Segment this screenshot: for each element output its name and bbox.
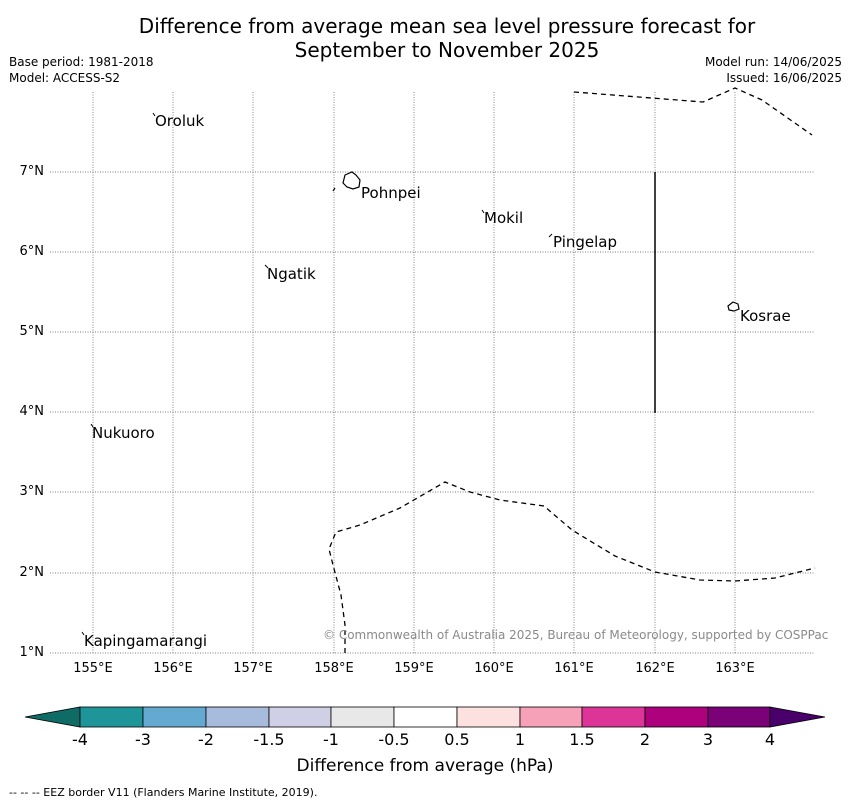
colorbar-bin-2 (142, 706, 207, 728)
colorbar-bin-3 (205, 706, 270, 728)
lat-label-5: 5°N (19, 324, 45, 339)
colorbar-high-extension (769, 706, 826, 728)
lat-label-4: 4°N (19, 404, 45, 419)
colorbar-bin-10 (644, 706, 709, 728)
lat-label-7: 7°N (19, 164, 45, 179)
place-ngatik: Ngatik (267, 265, 316, 283)
colorbar-tick: 0.5 (444, 730, 470, 749)
gridlines (50, 92, 815, 654)
kapingamarangi-atoll (81, 631, 85, 636)
ant-atoll (332, 187, 336, 192)
issued-text: Issued: 16/06/2025 (726, 71, 842, 85)
colorbar-tick: 2 (639, 730, 651, 749)
colorbar-tick: -3 (135, 730, 151, 749)
colorbar-tick: 1.5 (569, 730, 595, 749)
kosrae-island (727, 301, 740, 312)
lon-label-159: 159°E (394, 661, 434, 676)
lat-label-6: 6°N (19, 244, 45, 259)
colorbar-low-extension (24, 706, 81, 728)
model-run-text: Model run: 14/06/2025 (704, 55, 842, 69)
colorbar-bin-7 (456, 706, 521, 728)
colorbar-bin-1 (79, 706, 144, 728)
colorbar-tick: -1 (323, 730, 339, 749)
pingelap-atoll (548, 233, 553, 238)
meta-left: Base period: 1981-2018 Model: ACCESS-S2 (9, 54, 154, 86)
place-kosrae: Kosrae (740, 307, 791, 325)
colorbar-tick: 4 (764, 730, 776, 749)
lon-label-163: 163°E (715, 661, 755, 676)
meta-right: Model run: 14/06/2025 Issued: 16/06/2025 (705, 54, 842, 86)
eez-legend-footer: -- -- -- EEZ border V11 (Flanders Marine… (9, 786, 318, 799)
title-line-2: September to November 2025 (294, 38, 600, 62)
place-mokil: Mokil (484, 209, 524, 227)
atoll-marks (81, 112, 553, 636)
colorbar-bin-9 (581, 706, 646, 728)
ngatik-atoll (264, 264, 269, 269)
colorbar-tick: -0.5 (378, 730, 410, 749)
colorbar-bin-5 (330, 706, 395, 728)
model-text: Model: ACCESS-S2 (9, 71, 121, 85)
place-oroluk: Oroluk (155, 112, 205, 130)
pohnpei-island (342, 171, 361, 190)
place-nukuoro: Nukuoro (92, 424, 155, 442)
lon-label-156: 156°E (153, 661, 193, 676)
lat-label-3: 3°N (19, 484, 45, 499)
lon-label-162: 162°E (635, 661, 675, 676)
lat-label-2: 2°N (19, 565, 45, 580)
lat-label-1: 1°N (19, 645, 45, 660)
eez-border-south (328, 481, 816, 653)
chart-title: Difference from average mean sea level p… (0, 14, 850, 62)
oroluk-atoll (152, 112, 156, 117)
colorbar-tick: -2 (198, 730, 214, 749)
place-pohnpei: Pohnpei (361, 184, 421, 202)
colorbar-tick: -4 (72, 730, 88, 749)
lon-label-160: 160°E (474, 661, 514, 676)
nukuoro-atoll (90, 423, 94, 428)
colorbar (24, 706, 826, 728)
base-period-text: Base period: 1981-2018 (9, 55, 154, 69)
colorbar-tick: -1.5 (253, 730, 285, 749)
lon-label-161: 161°E (554, 661, 594, 676)
title-line-1: Difference from average mean sea level p… (138, 14, 756, 38)
colorbar-bin-6 (393, 706, 458, 728)
copyright-notice: © Commonwealth of Australia 2025, Bureau… (323, 628, 829, 642)
colorbar-bin-11 (707, 706, 771, 728)
eez-borders (328, 87, 816, 653)
lon-label-158: 158°E (314, 661, 354, 676)
mokil-atoll (481, 209, 485, 214)
lon-label-157: 157°E (233, 661, 273, 676)
place-pingelap: Pingelap (553, 233, 618, 251)
place-kapingamarangi: Kapingamarangi (84, 632, 208, 650)
colorbar-tick: 1 (514, 730, 526, 749)
colorbar-tick: 3 (702, 730, 714, 749)
eez-border-north (573, 87, 813, 136)
colorbar-bin-8 (519, 706, 583, 728)
colorbar-title: Difference from average (hPa) (296, 756, 554, 776)
colorbar-bin-4 (268, 706, 332, 728)
lon-label-155: 155°E (73, 661, 113, 676)
